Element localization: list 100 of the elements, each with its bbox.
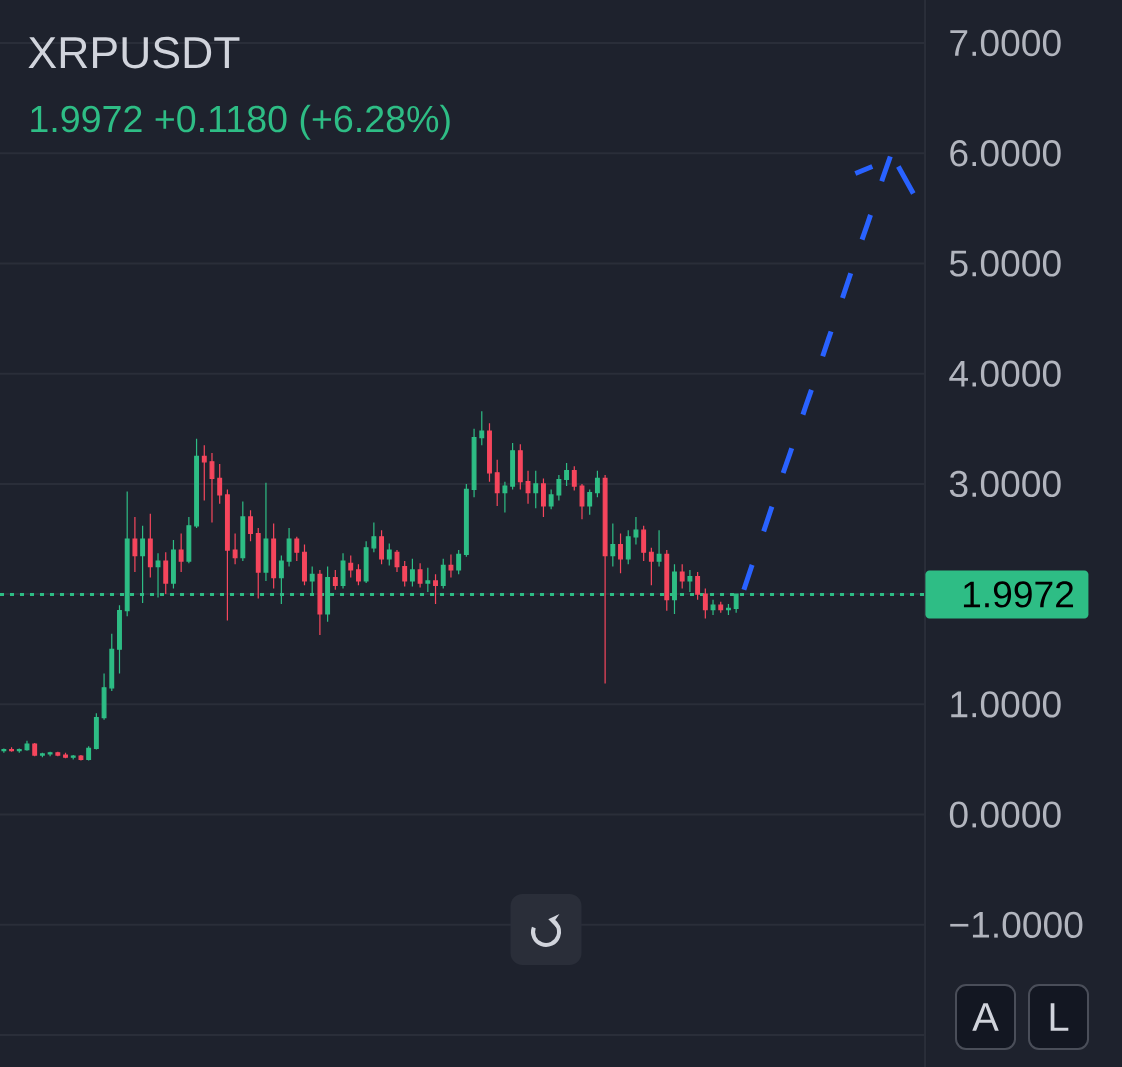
- candlestick: [394, 549, 400, 573]
- candlestick: [564, 462, 570, 487]
- candlestick: [510, 442, 516, 491]
- candlestick: [209, 452, 215, 524]
- candlestick: [170, 539, 176, 590]
- candlestick: [664, 549, 670, 612]
- candlestick: [186, 516, 192, 564]
- candlestick: [525, 470, 531, 505]
- candlestick: [386, 542, 392, 567]
- candlestick: [633, 516, 639, 546]
- candlestick: [9, 746, 15, 753]
- candlestick: [47, 751, 53, 757]
- text: A: [972, 1003, 999, 1031]
- candlestick: [86, 745, 92, 762]
- y-tick-label: 6.0000: [950, 140, 1061, 167]
- candlestick: [93, 712, 99, 751]
- y-tick-label: 4.0000: [949, 360, 1061, 387]
- candlestick: [618, 532, 623, 574]
- candlestick: [440, 558, 446, 590]
- candlestick: [548, 488, 554, 510]
- candlestick: [602, 474, 608, 685]
- candlestick: [363, 540, 369, 584]
- candlestick: [101, 672, 107, 721]
- candlestick: [217, 463, 223, 505]
- candlestick: [263, 482, 269, 582]
- y-tick-label: 7.0000: [950, 29, 1061, 57]
- candlestick: [117, 604, 122, 675]
- candlestick: [24, 740, 30, 752]
- y-tick-label: 0.0000: [949, 801, 1061, 828]
- candlestick: [194, 438, 200, 529]
- candlestick: [726, 603, 731, 616]
- y-tick-label: −1.0000: [950, 911, 1083, 938]
- candlestick: [39, 752, 45, 758]
- candlestick: [425, 567, 431, 593]
- candlestick: [248, 509, 253, 542]
- candlestick: [502, 481, 508, 514]
- candlestick: [679, 563, 685, 590]
- candlestick: [648, 547, 654, 586]
- candlestick: [348, 554, 354, 579]
- candlestick: [641, 525, 647, 562]
- candlestick: [556, 474, 562, 502]
- y-tick-label: 1.0000: [951, 691, 1061, 718]
- candlestick: [63, 752, 68, 759]
- candlestick: [147, 513, 153, 579]
- candlestick: [656, 529, 662, 568]
- candlestick: [587, 488, 593, 516]
- text: 1.9972 +0.1180 (+6.28%): [31, 104, 450, 140]
- candlestick: [417, 562, 423, 589]
- candlestick: [224, 488, 230, 622]
- candlestick: [240, 500, 246, 562]
- ref-line-label: 1.9972: [963, 581, 1074, 608]
- y-tick-label: 3.0000: [949, 470, 1061, 498]
- candlestick: [340, 552, 346, 590]
- candlestick: [271, 522, 277, 590]
- candlestick: [55, 751, 61, 757]
- candlestick: [541, 477, 546, 518]
- candlestick: [594, 470, 600, 498]
- candlestick: [286, 527, 292, 568]
- candlestick: [579, 483, 585, 520]
- candlestick: [695, 571, 701, 601]
- candlestick: [255, 527, 261, 600]
- candlestick: [16, 747, 22, 754]
- candlestick: [494, 459, 500, 507]
- candlestick: [487, 422, 492, 483]
- y-tick-label: 5.0000: [949, 250, 1061, 277]
- candlestick: [332, 569, 338, 591]
- candlestick: [625, 529, 631, 565]
- candlestick: [132, 516, 138, 573]
- candlestick: [232, 532, 238, 565]
- candlestick: [70, 754, 76, 761]
- candlestick: [317, 569, 323, 636]
- candlestick: [201, 444, 207, 502]
- candlestick: [718, 601, 724, 614]
- candlestick: [517, 443, 523, 491]
- candlestick: [456, 549, 462, 575]
- candlestick: [32, 742, 38, 757]
- candlestick: [379, 529, 385, 565]
- candlestick: [402, 560, 408, 588]
- candlestick: [163, 551, 169, 595]
- candlestick: [433, 573, 438, 605]
- candlestick: [302, 543, 307, 586]
- candlestick: [78, 754, 84, 762]
- candlestick: [448, 553, 454, 579]
- candlestick: [710, 599, 716, 616]
- candlestick: [479, 410, 485, 446]
- candlestick: [371, 521, 377, 553]
- candlestick: [109, 633, 115, 692]
- candlestick: [1, 747, 7, 754]
- text: L: [1050, 1003, 1069, 1031]
- candlestick: [610, 522, 616, 568]
- text: XRPUSDT: [28, 36, 240, 69]
- candlestick: [409, 558, 415, 588]
- candlestick: [471, 428, 477, 498]
- candlestick: [356, 563, 361, 586]
- candlestick: [702, 588, 708, 619]
- candlestick: [463, 483, 469, 558]
- candlestick: [294, 536, 300, 562]
- candlestick: [178, 532, 184, 573]
- candlestick: [533, 470, 539, 509]
- candlestick: [571, 465, 577, 492]
